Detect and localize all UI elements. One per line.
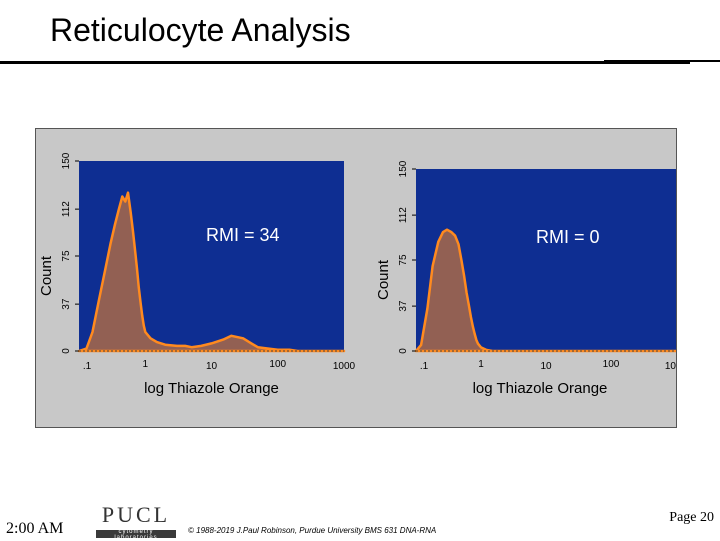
x-tick-label-1-4: 1000 [333, 361, 356, 372]
logo-text: PUCL [101, 502, 171, 527]
y-tick-label-1-2: 75 [61, 250, 72, 262]
rmi-annotation-1: RMI = 34 [206, 225, 280, 245]
x-tick-label-1-2: 10 [206, 361, 218, 372]
y-tick-label-1-3: 112 [61, 201, 72, 217]
x-tick-label-2-4: 1000 [665, 361, 676, 372]
logo-subtext: cytometry laboratories [114, 529, 158, 541]
x-tick-label-2-2: 10 [540, 361, 552, 372]
y-tick-label-2-1: 37 [398, 300, 409, 312]
y-tick-label-2-2: 75 [398, 254, 409, 266]
y-tick-label-2-4: 150 [398, 160, 409, 177]
y-axis-label-1: Count [38, 255, 55, 296]
x-tick-label-1-3: 100 [269, 359, 286, 370]
logo-bar [96, 530, 176, 538]
pucl-logo: PUCL cytometry laboratories [96, 502, 176, 541]
y-axis-label-2: Count [375, 259, 392, 300]
x-tick-label-2-0: .1 [420, 361, 429, 372]
title-divider-accent [604, 60, 720, 62]
x-tick-label-2-1: 1 [478, 359, 484, 370]
y-tick-label-1-4: 150 [61, 152, 72, 169]
x-tick-label-1-0: .1 [83, 361, 92, 372]
y-tick-label-2-0: 0 [398, 348, 409, 354]
histogram-series-1 [77, 191, 346, 353]
copyright-notice: © 1988-2019 J.Paul Robinson, Purdue Univ… [188, 526, 437, 535]
x-tick-label-2-3: 100 [603, 359, 620, 370]
figure-panel: 0 37 75 112 150.1 1 10 100 1000 Count log Thiazole… [35, 128, 677, 428]
rmi-annotation-2: RMI = 0 [536, 227, 600, 247]
page-number: Page 20 [669, 510, 714, 525]
y-tick-label-1-0: 0 [61, 348, 72, 354]
x-axis-label-1: log Thiazole Orange [144, 380, 279, 397]
slide-time: 2:00 AM [6, 520, 64, 537]
title-divider [0, 61, 690, 64]
x-tick-label-1-1: 1 [142, 359, 148, 370]
x-axis-label-2: log Thiazole Orange [473, 380, 608, 397]
y-tick-label-1-1: 37 [61, 298, 72, 310]
slide-title: Reticulocyte Analysis [50, 12, 351, 48]
y-tick-label-2-3: 112 [398, 207, 409, 223]
